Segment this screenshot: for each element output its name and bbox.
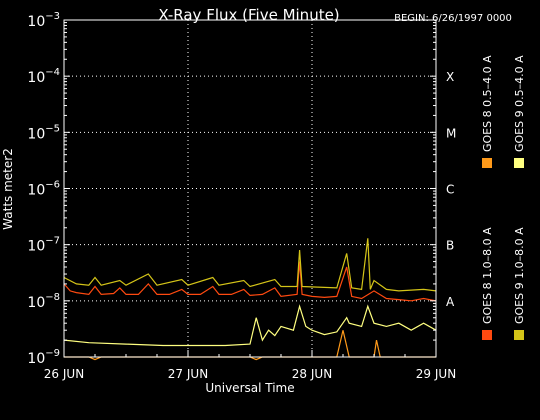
y-tick-label: 10−6 [27,180,60,199]
y-tick-label: 10−5 [27,123,60,142]
y-tick-exponent: −8 [45,292,60,303]
flare-class-label: A [446,295,455,309]
legend-swatch [514,158,524,168]
y-tick-base: 10 [27,351,45,367]
y-tick-exponent: −6 [45,180,60,191]
axes: 10−910−810−710−610−510−410−326 JUN 27 JUN… [27,11,456,381]
y-tick-base: 10 [27,14,45,30]
flare-class-label: C [446,183,454,197]
y-tick-label: 10−9 [27,348,60,367]
y-tick-base: 10 [27,126,45,142]
y-axis-label: Watts meter2 [1,148,15,230]
legend: GOES 8 1.0–8.0 A GOES 8 0.5–4.0 A GOES 9 1… [481,55,526,340]
y-tick-exponent: −9 [45,348,60,359]
x-tick-label: 26 JUN [44,367,84,381]
series-line [63,261,437,302]
x-tick-label: 27 JUN [168,367,208,381]
y-tick-label: 10−4 [27,67,60,86]
legend-label: GOES 9 0.5–4.0 A [513,55,526,152]
y-tick-exponent: −5 [45,123,60,134]
grid-lines [64,20,436,357]
series-line [63,238,437,292]
legend-label: GOES 8 0.5–4.0 A [481,55,494,152]
y-tick-base: 10 [27,239,45,255]
series-line [63,304,437,347]
x-tick-label: 29 JUN [416,367,456,381]
legend-swatch [482,330,492,340]
legend-swatch [514,330,524,340]
y-tick-exponent: −4 [45,67,60,78]
y-tick-exponent: −3 [45,11,60,22]
begin-date-label: BEGIN: 6/26/1997 0000 [394,13,512,24]
flare-class-label: M [446,126,456,140]
y-tick-base: 10 [27,295,45,311]
legend-label: GOES 9 1.0–8.0 A [513,227,526,324]
y-tick-exponent: −7 [45,236,60,247]
legend-label: GOES 8 1.0–8.0 A [481,227,494,324]
x-tick-label: 28 JUN [292,367,332,381]
legend-swatch [482,158,492,168]
y-tick-base: 10 [27,183,45,199]
x-axis-label: Universal Time [205,381,294,395]
flare-class-label: X [446,70,454,84]
series-layer [63,238,437,361]
y-tick-label: 10−7 [27,236,60,255]
y-tick-label: 10−3 [27,11,60,30]
chart-title: X-Ray Flux (Five Minute) [158,6,339,24]
y-tick-base: 10 [27,70,45,86]
y-tick-label: 10−8 [27,292,60,311]
flare-class-label: B [446,239,454,253]
